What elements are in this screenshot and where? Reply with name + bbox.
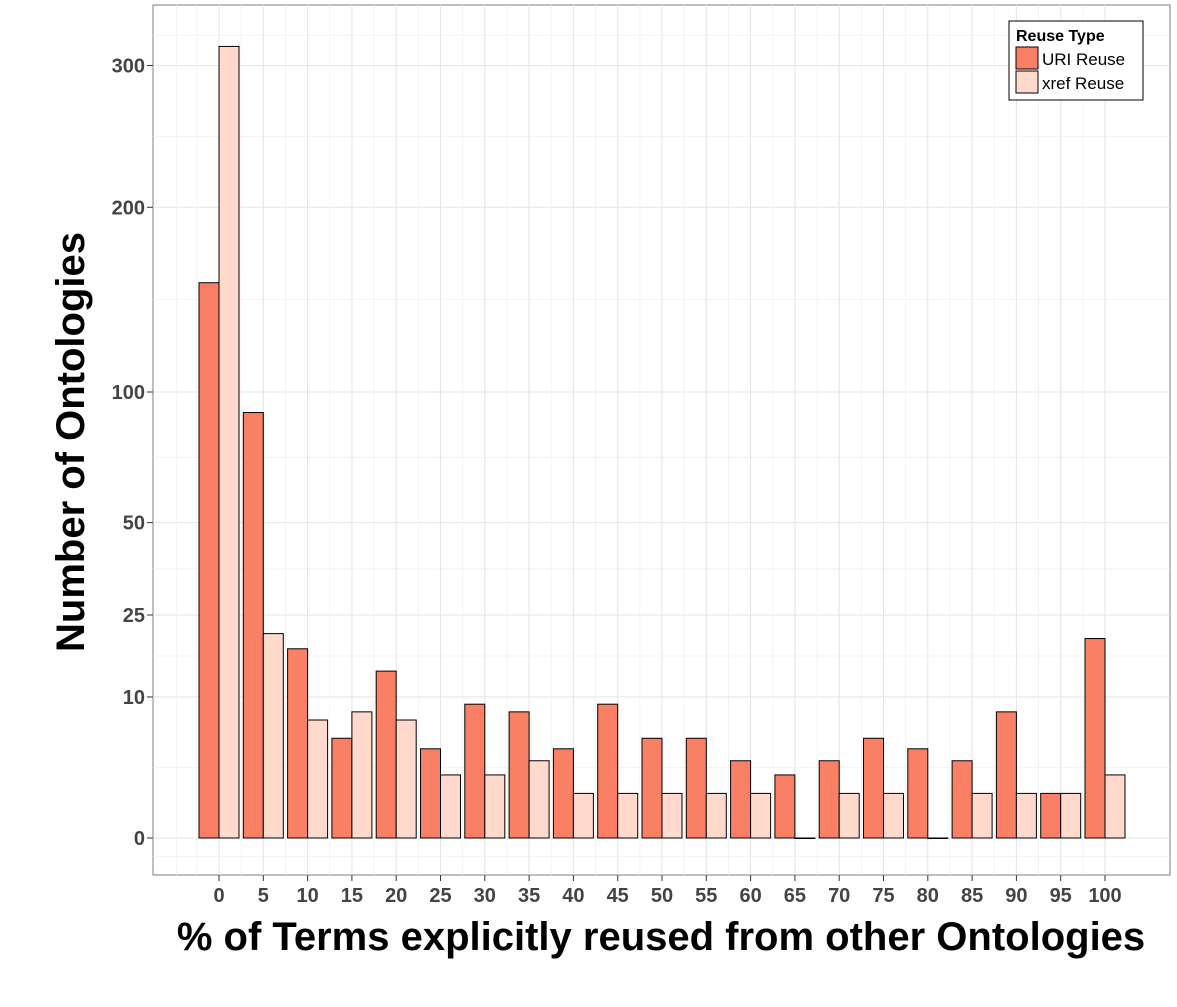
bar-xref-reuse-80: [927, 837, 949, 839]
legend: Reuse Type URI Reuse xref Reuse: [1008, 20, 1144, 101]
x-tick-label: 95: [1050, 885, 1072, 907]
bar-xref-reuse-0: [218, 45, 240, 839]
bar-uri-reuse-85: [951, 760, 973, 839]
x-tick-label: 5: [258, 885, 269, 907]
bar-uri-reuse-35: [508, 711, 530, 839]
bar-xref-reuse-65: [794, 837, 816, 839]
legend-swatch-xref-reuse: [1015, 70, 1039, 94]
x-tick-label: 75: [872, 885, 894, 907]
x-tick-label: 0: [213, 885, 224, 907]
y-axis-title: Number of Ontologies: [49, 232, 93, 652]
y-axis-ticks: 0 10 25 50 100 200 300: [112, 56, 153, 850]
x-tick-label: 10: [296, 885, 318, 907]
bar-xref-reuse-55: [705, 792, 727, 839]
legend-swatch-uri-reuse: [1015, 46, 1039, 70]
bar-xref-reuse-15: [351, 711, 373, 839]
bar-uri-reuse-25: [420, 748, 441, 839]
bar-xref-reuse-50: [661, 792, 683, 839]
x-tick-label: 40: [562, 885, 584, 907]
bars: [198, 45, 1126, 839]
x-tick-label: 100: [1088, 885, 1121, 907]
bar-xref-reuse-100: [1104, 774, 1126, 839]
bar-uri-reuse-5: [242, 412, 264, 839]
bar-uri-reuse-90: [995, 711, 1017, 839]
bar-uri-reuse-95: [1040, 792, 1062, 839]
bar-xref-reuse-25: [440, 774, 461, 839]
bar-uri-reuse-10: [287, 648, 309, 839]
bar-uri-reuse-75: [863, 737, 884, 839]
x-tick-label: 65: [784, 885, 806, 907]
bar-uri-reuse-50: [641, 737, 663, 839]
x-axis-ticks: 0 5 10 15 20 25 30 35 40 45 50 55 60 65 70 75 80 85 90 95 10…: [213, 875, 1122, 907]
bar-uri-reuse-100: [1084, 638, 1106, 839]
bar-uri-reuse-15: [331, 737, 353, 839]
x-tick-label: 55: [695, 885, 717, 907]
bar-uri-reuse-40: [552, 748, 574, 839]
x-tick-label: 90: [1005, 885, 1027, 907]
y-tick-label: 50: [123, 513, 145, 535]
bar-xref-reuse-20: [395, 719, 417, 839]
legend-label-uri-reuse: URI Reuse: [1042, 50, 1125, 69]
x-tick-label: 50: [651, 885, 673, 907]
bar-xref-reuse-45: [617, 792, 639, 839]
x-tick-label: 35: [518, 885, 540, 907]
x-tick-label: 70: [828, 885, 850, 907]
bar-xref-reuse-60: [750, 792, 772, 839]
bar-uri-reuse-70: [818, 760, 840, 839]
x-tick-label: 15: [341, 885, 363, 907]
x-tick-label: 45: [607, 885, 629, 907]
bar-xref-reuse-35: [528, 760, 550, 839]
bar-xref-reuse-10: [307, 719, 329, 839]
bar-uri-reuse-45: [597, 703, 619, 839]
bar-uri-reuse-55: [685, 737, 707, 839]
legend-title: Reuse Type: [1016, 28, 1105, 45]
bar-uri-reuse-20: [375, 670, 397, 839]
y-tick-label: 10: [123, 687, 145, 709]
bar-xref-reuse-30: [484, 774, 506, 839]
x-axis-title: % of Terms explicitly reused from other …: [177, 915, 1145, 959]
legend-label-xref-reuse: xref Reuse: [1042, 74, 1124, 93]
bar-xref-reuse-5: [262, 633, 284, 839]
bar-xref-reuse-70: [838, 792, 860, 839]
x-tick-label: 60: [739, 885, 761, 907]
x-tick-label: 25: [429, 885, 451, 907]
bar-xref-reuse-40: [572, 792, 594, 839]
bar-xref-reuse-85: [971, 792, 993, 839]
bar-uri-reuse-0: [198, 282, 220, 839]
y-tick-label: 200: [112, 197, 145, 219]
y-tick-label: 300: [112, 56, 145, 78]
bar-uri-reuse-60: [730, 760, 752, 839]
bar-xref-reuse-90: [1015, 792, 1037, 839]
bar-xref-reuse-75: [883, 792, 904, 839]
y-tick-label: 25: [123, 605, 145, 627]
x-tick-label: 20: [385, 885, 407, 907]
bar-uri-reuse-30: [464, 703, 486, 839]
y-tick-label: 100: [112, 382, 145, 404]
y-tick-label: 0: [134, 828, 145, 850]
bar-uri-reuse-65: [774, 774, 796, 839]
x-tick-label: 85: [961, 885, 983, 907]
x-tick-label: 80: [917, 885, 939, 907]
bar-xref-reuse-95: [1060, 792, 1082, 839]
x-tick-label: 30: [474, 885, 496, 907]
bar-uri-reuse-80: [907, 748, 929, 839]
